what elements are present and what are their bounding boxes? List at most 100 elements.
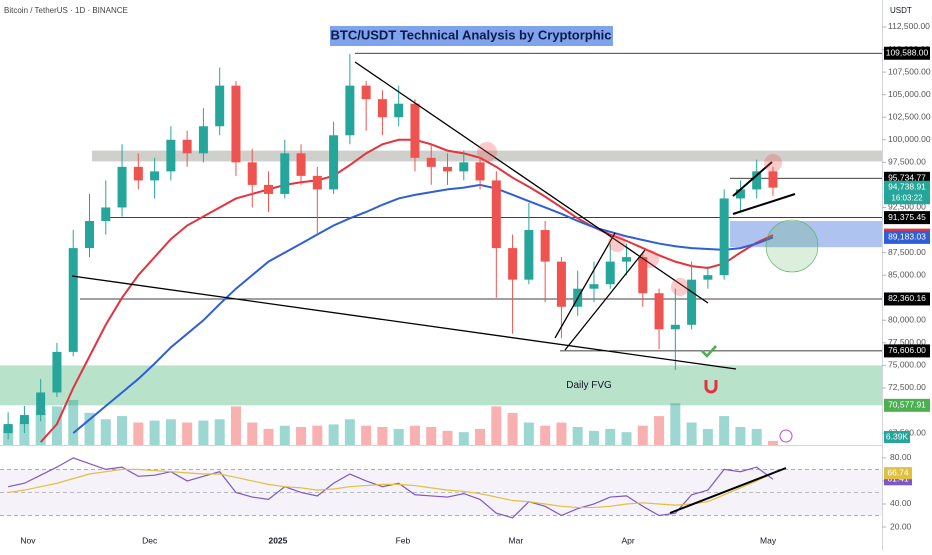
candle-body	[117, 166, 127, 208]
highlight	[608, 234, 626, 252]
magnet-icon	[704, 380, 718, 394]
price-label-bg	[884, 398, 930, 412]
currency: USDT	[890, 6, 912, 15]
price-axis	[882, 0, 932, 550]
volume-bar	[393, 428, 404, 445]
candle-body	[150, 171, 160, 181]
candle-body	[768, 171, 778, 188]
price-label-bg	[884, 292, 930, 306]
candle-body	[19, 415, 29, 425]
candle-body	[589, 284, 599, 289]
channel-line	[554, 232, 616, 339]
rsi-value-label: 66.74	[887, 467, 909, 477]
highlight	[764, 154, 782, 172]
volume-bar	[491, 406, 502, 445]
candle-body	[36, 392, 46, 416]
zone	[0, 365, 882, 406]
candle-body	[215, 85, 225, 127]
volume-bar	[117, 416, 128, 445]
volume-label: 6.39K	[886, 431, 909, 441]
price-label: 89,183.03	[888, 232, 926, 242]
candle-body	[719, 198, 729, 276]
volume-bar	[328, 424, 339, 445]
candle-body	[524, 230, 534, 280]
volume-bar	[230, 406, 241, 445]
rsi-trendline	[669, 467, 787, 514]
countdown: 16:03:22	[891, 193, 923, 202]
price-label: 91,375.45	[888, 212, 926, 222]
highlight	[671, 278, 689, 296]
candle-body	[654, 293, 664, 330]
candle-body	[752, 171, 762, 190]
y-tick-label: 105,000.00	[888, 89, 931, 99]
candle-body	[133, 166, 143, 181]
candle-body	[296, 153, 306, 176]
plot	[3, 54, 778, 519]
volume-bar	[426, 427, 437, 445]
volume-bar	[605, 428, 616, 445]
highlight	[641, 250, 659, 268]
zone-label: Daily FVG	[566, 380, 612, 391]
candle-body	[508, 248, 518, 280]
volume-bar	[312, 425, 323, 445]
price-label-bg	[884, 46, 930, 60]
candle-body	[622, 257, 632, 262]
candle-body	[52, 351, 62, 393]
price-label: 82,360.16	[888, 293, 926, 303]
volume-bar	[133, 422, 144, 445]
candle-body	[3, 424, 13, 434]
wedge-line	[732, 161, 773, 197]
candle-body	[475, 162, 485, 181]
zone	[92, 150, 882, 162]
volume-bar	[670, 403, 681, 445]
candle-body	[101, 207, 111, 222]
volume-bar	[279, 425, 290, 445]
volume-bar	[165, 419, 176, 445]
y-tick-label: 92,500.00	[888, 202, 926, 212]
candle-body	[85, 221, 95, 249]
moving-average	[39, 138, 774, 443]
x-tick-label: Mar	[509, 535, 524, 545]
candle-body	[410, 103, 420, 158]
check-icon	[701, 345, 717, 358]
title-box	[330, 26, 613, 46]
price-label-bg	[884, 211, 930, 225]
volume-bar	[377, 427, 388, 445]
volume-bar	[84, 412, 95, 445]
moving-average	[72, 183, 774, 434]
volume-bar	[588, 430, 599, 445]
candle-body	[264, 184, 274, 194]
candle-body	[247, 162, 257, 185]
y-tick-label: 102,500.00	[888, 111, 931, 121]
x-tick-label: Apr	[622, 535, 635, 545]
volume-bar	[263, 428, 274, 445]
price-label: 109,588.00	[886, 48, 929, 58]
y-tick-label: 97,500.00	[888, 157, 926, 167]
y-tick-label: 75,000.00	[888, 360, 926, 370]
x-tick-label: Feb	[396, 535, 411, 545]
channel-line	[564, 249, 646, 351]
y-tick-label: 20.00	[890, 521, 912, 531]
volume-bar	[409, 425, 420, 445]
volume-bar	[475, 428, 486, 445]
y-tick-label: 80.00	[890, 452, 912, 462]
countdown-bg	[884, 192, 930, 205]
drawings	[71, 61, 819, 514]
header: Bitcoin / TetherUS · 1D · BINANCE	[4, 6, 128, 15]
volume-bar	[751, 428, 762, 445]
candle-body	[556, 261, 566, 307]
candle-body	[443, 166, 453, 172]
volume-bar	[361, 425, 372, 445]
volume-bar	[442, 430, 453, 445]
volume-bar	[686, 422, 697, 445]
x-tick-label: 2025	[268, 535, 287, 545]
flash-icon	[779, 429, 793, 443]
volume-bar	[719, 416, 730, 445]
volume-bar	[100, 419, 111, 445]
candle-body	[377, 99, 387, 118]
highlight	[477, 142, 497, 162]
candle-body	[670, 324, 680, 330]
